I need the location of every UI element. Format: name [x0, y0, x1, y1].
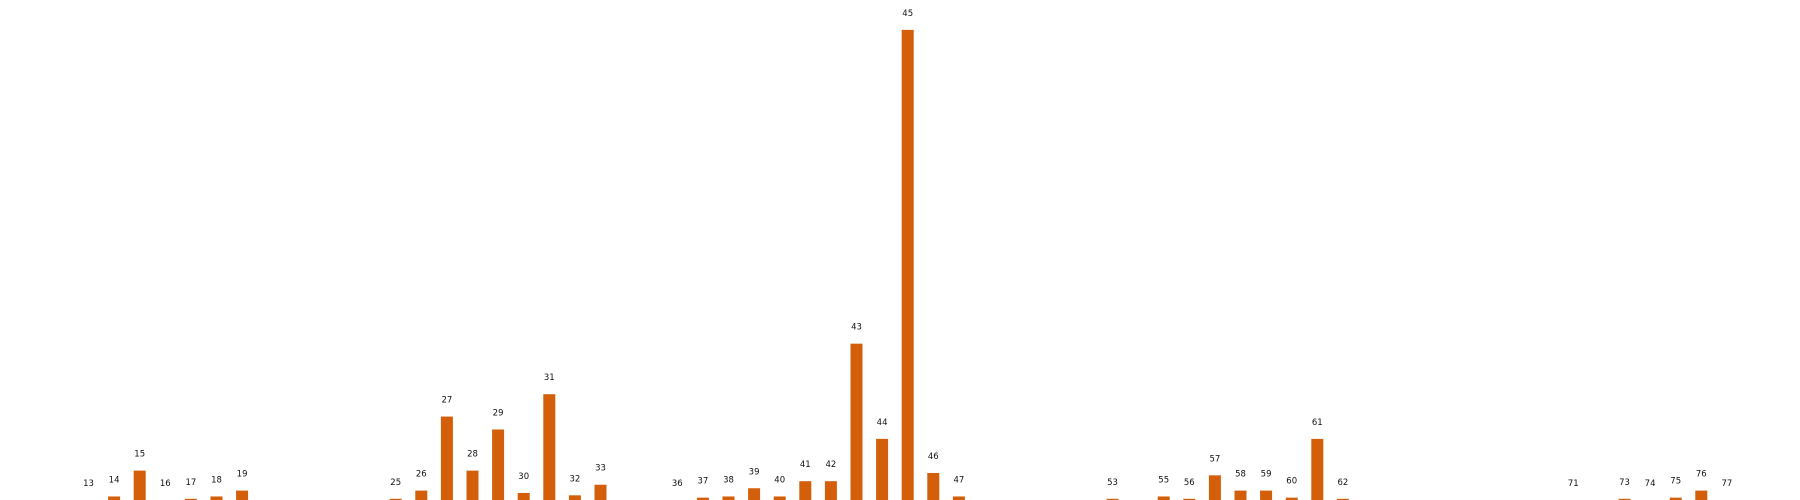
bar-label-62: 62 — [1337, 478, 1348, 488]
bar-label-44: 44 — [877, 418, 888, 428]
bar-label-74: 74 — [1645, 479, 1656, 489]
bar-label-19: 19 — [237, 470, 248, 480]
bar-43 — [850, 343, 863, 500]
bar-53 — [1106, 498, 1119, 500]
bar-label-58: 58 — [1235, 470, 1246, 480]
bar-label-25: 25 — [390, 478, 401, 488]
bar-label-29: 29 — [493, 408, 504, 418]
bar-label-32: 32 — [569, 474, 580, 484]
bar-label-55: 55 — [1158, 475, 1169, 485]
bar-label-39: 39 — [749, 467, 760, 477]
bar-label-18: 18 — [211, 475, 222, 485]
bar-58 — [1234, 490, 1247, 500]
bar-label-71: 71 — [1568, 479, 1579, 489]
bar-label-57: 57 — [1209, 454, 1220, 464]
bar-14 — [108, 496, 121, 500]
bar-46 — [927, 472, 940, 500]
bar-59 — [1260, 490, 1273, 500]
bar-label-61: 61 — [1312, 418, 1323, 428]
bar-45 — [901, 29, 914, 500]
bar-18 — [210, 496, 223, 500]
bar-label-31: 31 — [544, 373, 555, 383]
labels-group: 13 14 15 16 17 18 19 25 26 27 28 29 30 31 32 33 36 37 38 39… — [83, 9, 1732, 489]
bar-label-37: 37 — [697, 477, 708, 487]
bar-label-42: 42 — [825, 460, 836, 470]
bar-label-28: 28 — [467, 450, 478, 460]
bar-33 — [594, 484, 607, 500]
bar-label-46: 46 — [928, 452, 939, 462]
bar-76 — [1695, 490, 1708, 500]
bar-31 — [543, 394, 556, 500]
bar-label-73: 73 — [1619, 478, 1630, 488]
bar-40 — [773, 496, 786, 500]
bar-label-40: 40 — [774, 475, 785, 485]
bar-label-59: 59 — [1261, 470, 1272, 480]
bar-29 — [492, 429, 505, 500]
bar-label-76: 76 — [1696, 470, 1707, 480]
bar-label-17: 17 — [185, 478, 196, 488]
bar-label-60: 60 — [1286, 477, 1297, 487]
bar-label-30: 30 — [518, 472, 529, 482]
bar-label-26: 26 — [416, 470, 427, 480]
bar-42 — [824, 481, 837, 500]
bar-label-56: 56 — [1184, 478, 1195, 488]
bar-label-53: 53 — [1107, 478, 1118, 488]
bar-label-15: 15 — [134, 450, 145, 460]
bar-27 — [440, 416, 453, 500]
bar-label-43: 43 — [851, 323, 862, 333]
bar-label-14: 14 — [109, 475, 120, 485]
bar-label-36: 36 — [672, 479, 683, 489]
bar-15 — [133, 470, 146, 500]
bar-44 — [876, 438, 889, 500]
bar-label-13: 13 — [83, 479, 94, 489]
bar-75 — [1669, 497, 1682, 500]
bar-57 — [1208, 475, 1221, 500]
bar-62 — [1336, 498, 1349, 500]
bar-55 — [1157, 496, 1170, 500]
bar-38 — [722, 496, 735, 500]
bar-label-75: 75 — [1670, 477, 1681, 487]
bar-60 — [1285, 497, 1298, 500]
bar-39 — [748, 488, 761, 500]
bar-56 — [1183, 498, 1196, 500]
bar-47 — [952, 496, 965, 500]
bar-label-47: 47 — [953, 475, 964, 485]
bar-19 — [236, 490, 249, 500]
bar-label-33: 33 — [595, 464, 606, 474]
bar-30 — [517, 492, 530, 500]
bar-label-38: 38 — [723, 475, 734, 485]
bar-17 — [184, 498, 197, 500]
bar-label-45: 45 — [902, 9, 913, 19]
bar-28 — [466, 470, 479, 500]
bar-32 — [568, 495, 581, 500]
bar-label-77: 77 — [1721, 479, 1732, 489]
bar-25 — [389, 498, 402, 500]
bar-label-27: 27 — [441, 396, 452, 406]
bar-label-16: 16 — [160, 479, 171, 489]
bar-61 — [1311, 438, 1324, 500]
bar-label-41: 41 — [800, 460, 811, 470]
bar-26 — [415, 490, 428, 500]
bars-group — [108, 29, 1708, 500]
bar-37 — [696, 497, 709, 500]
bar-41 — [799, 481, 812, 500]
bar-73 — [1618, 498, 1631, 500]
